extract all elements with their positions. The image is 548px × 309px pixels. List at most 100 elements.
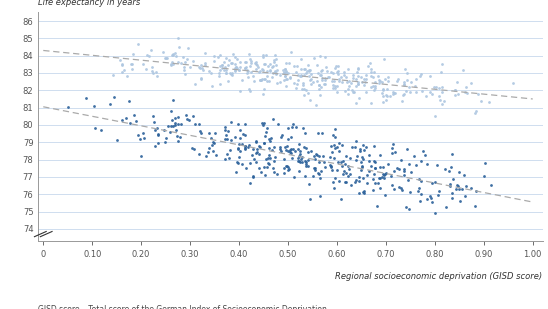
Point bbox=[296, 159, 305, 164]
Point bbox=[197, 130, 206, 135]
Point bbox=[356, 167, 365, 172]
Point bbox=[357, 79, 366, 84]
Point bbox=[262, 69, 271, 74]
Point bbox=[292, 125, 300, 129]
Point bbox=[271, 62, 280, 67]
Point bbox=[391, 149, 399, 154]
Point bbox=[351, 83, 360, 88]
Point bbox=[315, 176, 324, 181]
Point bbox=[205, 131, 214, 136]
Point bbox=[167, 52, 176, 57]
Point bbox=[218, 63, 226, 68]
Point bbox=[295, 154, 304, 159]
Point bbox=[227, 70, 236, 75]
Point bbox=[231, 135, 239, 140]
Point bbox=[176, 61, 185, 66]
Point bbox=[294, 72, 303, 77]
Point bbox=[304, 63, 312, 68]
Point bbox=[440, 98, 449, 103]
Point bbox=[333, 69, 342, 74]
Point bbox=[370, 172, 379, 177]
Point bbox=[266, 67, 275, 72]
Point bbox=[349, 90, 357, 95]
Point bbox=[353, 82, 362, 87]
Text: Life expectancy in years: Life expectancy in years bbox=[38, 0, 141, 7]
Point bbox=[221, 70, 230, 75]
Point bbox=[214, 73, 223, 78]
Point bbox=[327, 164, 335, 169]
Point bbox=[355, 175, 363, 180]
Point bbox=[330, 126, 339, 131]
Point bbox=[161, 55, 169, 60]
Point bbox=[244, 87, 253, 92]
Point bbox=[279, 70, 288, 75]
Point bbox=[347, 144, 356, 149]
Point bbox=[180, 65, 189, 70]
Point bbox=[318, 75, 327, 80]
Point bbox=[279, 170, 288, 175]
Point bbox=[370, 87, 379, 92]
Point bbox=[362, 76, 370, 81]
Point bbox=[265, 78, 273, 83]
Point bbox=[244, 52, 253, 57]
Point bbox=[386, 93, 395, 98]
Point bbox=[366, 60, 374, 65]
Point bbox=[383, 162, 392, 167]
Point bbox=[345, 78, 353, 83]
Point bbox=[257, 66, 266, 71]
Point bbox=[328, 150, 336, 154]
Point bbox=[296, 72, 305, 77]
Point bbox=[367, 84, 375, 89]
Point bbox=[286, 75, 294, 80]
Point bbox=[379, 164, 387, 169]
Point bbox=[305, 197, 314, 202]
Point bbox=[306, 82, 315, 87]
Point bbox=[332, 144, 341, 149]
Point bbox=[168, 60, 176, 65]
Point bbox=[431, 180, 439, 184]
Point bbox=[196, 66, 204, 70]
Point bbox=[132, 119, 140, 124]
Point bbox=[389, 91, 398, 96]
Point bbox=[374, 74, 383, 79]
Point bbox=[370, 159, 379, 164]
Point bbox=[270, 170, 278, 175]
Point bbox=[208, 143, 217, 148]
Point bbox=[110, 95, 118, 100]
Point bbox=[316, 93, 324, 98]
Point bbox=[117, 62, 126, 67]
Point bbox=[302, 71, 311, 76]
Point bbox=[378, 93, 387, 98]
Point bbox=[105, 102, 114, 107]
Point bbox=[316, 53, 324, 58]
Point bbox=[388, 150, 397, 155]
Point bbox=[438, 102, 447, 107]
Point bbox=[379, 86, 388, 91]
Point bbox=[462, 184, 471, 189]
Point bbox=[220, 124, 229, 129]
Point bbox=[190, 82, 199, 87]
Point bbox=[399, 173, 408, 178]
Point bbox=[231, 66, 239, 70]
Point bbox=[327, 70, 335, 74]
Point bbox=[267, 65, 276, 70]
Point bbox=[117, 69, 126, 74]
Point bbox=[355, 191, 363, 196]
Point bbox=[266, 136, 275, 141]
Point bbox=[241, 66, 249, 71]
Point bbox=[375, 78, 384, 83]
Point bbox=[201, 50, 209, 55]
Point bbox=[333, 167, 341, 172]
Point bbox=[411, 83, 420, 88]
Point bbox=[462, 84, 471, 89]
Point bbox=[173, 114, 182, 119]
Point bbox=[282, 147, 290, 152]
Point bbox=[116, 57, 124, 62]
Point bbox=[406, 80, 415, 85]
Point bbox=[255, 144, 264, 149]
Point bbox=[372, 204, 381, 209]
Point bbox=[453, 79, 461, 84]
Point bbox=[329, 142, 338, 147]
Point bbox=[417, 191, 426, 196]
Point bbox=[419, 149, 427, 154]
